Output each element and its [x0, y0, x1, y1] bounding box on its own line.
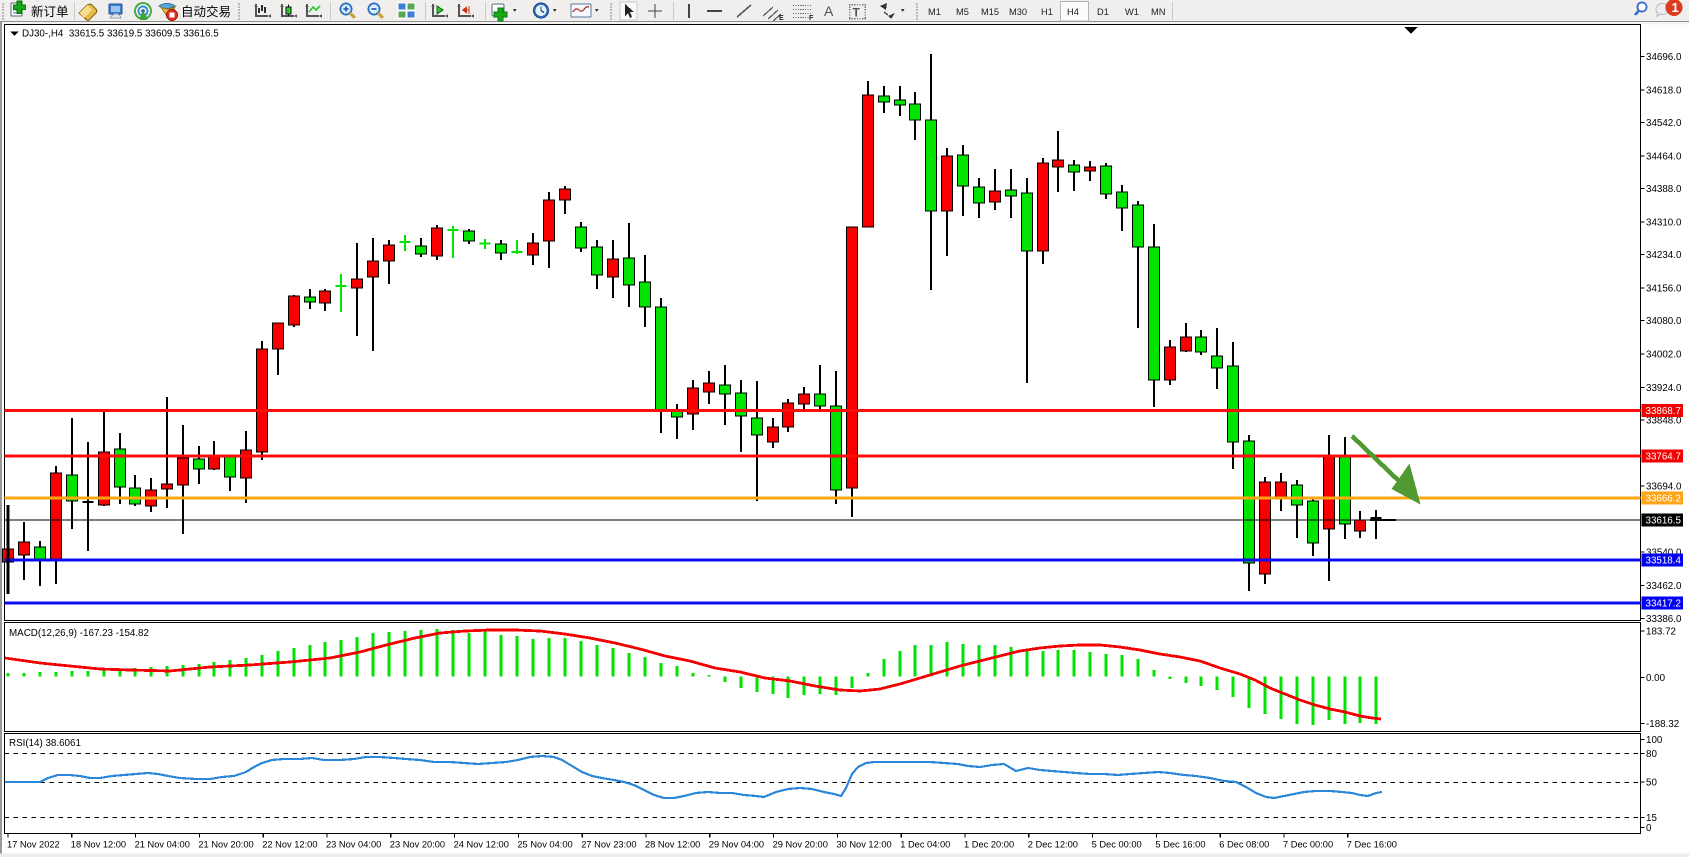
- svg-text:1 Dec 04:00: 1 Dec 04:00: [900, 840, 950, 850]
- svg-text:183.72: 183.72: [1646, 627, 1676, 638]
- svg-text:MN: MN: [1151, 7, 1165, 17]
- svg-text:29 Nov 04:00: 29 Nov 04:00: [709, 840, 764, 850]
- svg-text:33848.0: 33848.0: [1646, 416, 1682, 427]
- svg-text:33462.0: 33462.0: [1646, 581, 1682, 592]
- svg-text:5 Dec 00:00: 5 Dec 00:00: [1092, 840, 1142, 850]
- svg-text:33868.7: 33868.7: [1646, 406, 1681, 417]
- svg-text:2 Dec 12:00: 2 Dec 12:00: [1028, 840, 1078, 850]
- svg-text:34310.0: 34310.0: [1646, 218, 1682, 229]
- svg-text:D1: D1: [1097, 7, 1109, 17]
- svg-text:-188.32: -188.32: [1646, 719, 1679, 730]
- svg-text:M1: M1: [928, 7, 941, 17]
- svg-text:17 Nov 2022: 17 Nov 2022: [7, 840, 60, 850]
- svg-text:21 Nov 20:00: 21 Nov 20:00: [198, 840, 253, 850]
- svg-text:34696.0: 34696.0: [1646, 52, 1682, 63]
- svg-text:1: 1: [1672, 0, 1679, 15]
- svg-text:6 Dec 08:00: 6 Dec 08:00: [1219, 840, 1269, 850]
- svg-text:34080.0: 34080.0: [1646, 316, 1682, 327]
- svg-text:W1: W1: [1125, 7, 1139, 17]
- svg-text:0.00: 0.00: [1646, 673, 1666, 684]
- svg-text:DJ30-,H4 33615.5 33619.5 3360: DJ30-,H4 33615.5 33619.5 33609.5 33616.5: [22, 29, 219, 40]
- svg-text:23 Nov 20:00: 23 Nov 20:00: [390, 840, 445, 850]
- svg-text:MACD(12,26,9) -167.23 -154.82: MACD(12,26,9) -167.23 -154.82: [9, 628, 149, 639]
- svg-text:34234.0: 34234.0: [1646, 250, 1682, 261]
- svg-text:33616.5: 33616.5: [1646, 516, 1682, 527]
- svg-text:15: 15: [1646, 813, 1657, 824]
- svg-text:33518.4: 33518.4: [1646, 556, 1682, 567]
- svg-text:23 Nov 04:00: 23 Nov 04:00: [326, 840, 381, 850]
- svg-text:T: T: [853, 6, 861, 20]
- svg-text:24 Nov 12:00: 24 Nov 12:00: [454, 840, 509, 850]
- svg-text:7 Dec 16:00: 7 Dec 16:00: [1347, 840, 1397, 850]
- svg-text:25 Nov 04:00: 25 Nov 04:00: [517, 840, 572, 850]
- svg-text:新订单: 新订单: [31, 4, 69, 19]
- svg-text:5 Dec 16:00: 5 Dec 16:00: [1155, 840, 1205, 850]
- svg-text:M15: M15: [981, 7, 999, 17]
- svg-text:H4: H4: [1067, 7, 1079, 17]
- svg-text:22 Nov 12:00: 22 Nov 12:00: [262, 840, 317, 850]
- svg-text:18 Nov 12:00: 18 Nov 12:00: [71, 840, 126, 850]
- svg-text:100: 100: [1646, 735, 1663, 746]
- svg-text:RSI(14) 38.6061: RSI(14) 38.6061: [9, 738, 81, 749]
- svg-text:34388.0: 34388.0: [1646, 184, 1682, 195]
- svg-text:33417.2: 33417.2: [1646, 599, 1681, 610]
- svg-text:M5: M5: [956, 7, 969, 17]
- svg-text:30 Nov 12:00: 30 Nov 12:00: [836, 840, 891, 850]
- svg-text:E: E: [779, 15, 784, 22]
- svg-text:34542.0: 34542.0: [1646, 118, 1682, 129]
- svg-text:21 Nov 04:00: 21 Nov 04:00: [135, 840, 190, 850]
- svg-text:H1: H1: [1041, 7, 1053, 17]
- svg-text:29 Nov 20:00: 29 Nov 20:00: [773, 840, 828, 850]
- svg-text:34002.0: 34002.0: [1646, 350, 1682, 361]
- svg-text:M30: M30: [1009, 7, 1027, 17]
- svg-text:33694.0: 33694.0: [1646, 482, 1682, 493]
- svg-text:33666.2: 33666.2: [1646, 494, 1681, 505]
- svg-text:1 Dec 20:00: 1 Dec 20:00: [964, 840, 1014, 850]
- svg-text:34156.0: 34156.0: [1646, 284, 1682, 295]
- svg-text:33924.0: 33924.0: [1646, 383, 1682, 394]
- svg-text:34618.0: 34618.0: [1646, 86, 1682, 97]
- svg-text:50: 50: [1646, 778, 1657, 789]
- svg-text:27 Nov 23:00: 27 Nov 23:00: [581, 840, 636, 850]
- svg-text:28 Nov 12:00: 28 Nov 12:00: [645, 840, 700, 850]
- svg-text:0: 0: [1646, 823, 1652, 834]
- svg-text:80: 80: [1646, 749, 1657, 760]
- svg-text:自动交易: 自动交易: [181, 4, 231, 19]
- svg-text:33764.7: 33764.7: [1646, 452, 1681, 463]
- svg-text:33540.0: 33540.0: [1646, 548, 1682, 559]
- svg-text:A: A: [824, 3, 834, 19]
- svg-text:F: F: [809, 15, 814, 22]
- svg-text:7 Dec 00:00: 7 Dec 00:00: [1283, 840, 1333, 850]
- svg-text:34464.0: 34464.0: [1646, 152, 1682, 163]
- svg-text:33386.0: 33386.0: [1646, 614, 1682, 625]
